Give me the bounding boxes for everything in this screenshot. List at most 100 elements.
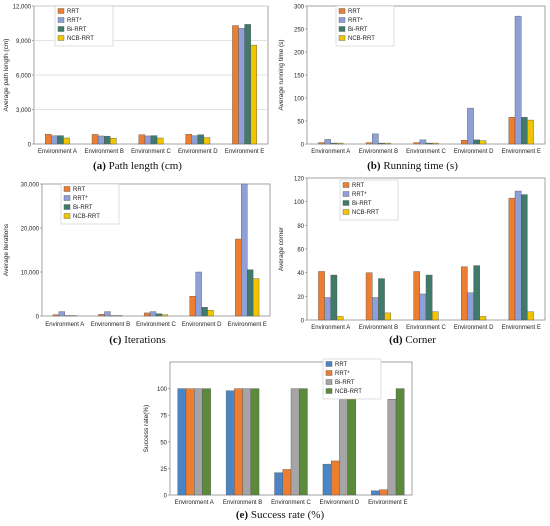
legend-label-ncb-rrt: NCB-RRT [67, 36, 94, 42]
bar-ncb-rrt [479, 316, 487, 321]
y-tick-label: 3,000 [16, 108, 32, 114]
chart-panel-success-rate: 0 25 50 75 100 Success rate(%) Environment A En… [140, 352, 420, 526]
y-tick-label: 0 [36, 315, 40, 321]
bar-rrt [189, 295, 196, 317]
y-axis-label: Average running time (s) [278, 39, 285, 110]
bar-ncb-rrt [203, 137, 211, 145]
legend-label-rrt-star: RRT* [348, 18, 363, 24]
bar-bi-rrt [242, 388, 252, 496]
y-axis-label: Success rate(%) [143, 405, 150, 453]
x-tick-label: Environment E [368, 500, 407, 506]
bar-rrt-star [234, 388, 243, 496]
bar-ncb-rrt [347, 388, 357, 496]
bar-rrt-star [144, 135, 152, 145]
y-tick-label: 9,000 [16, 39, 32, 45]
x-tick-label: Environment B [359, 325, 398, 331]
bar-ncb-rrt [527, 311, 534, 321]
bar-rrt-star [51, 135, 58, 145]
bar-bi-rrt [194, 388, 203, 496]
y-axis-label: Average iterations [3, 223, 10, 276]
bar-ncb-rrt [431, 311, 439, 321]
legend-swatch-bi-rrt [63, 204, 71, 210]
y-tick-label: 100 [157, 387, 168, 393]
chart-caption: (d) Corner [389, 334, 436, 346]
legend-swatch-bi-rrt [342, 200, 350, 206]
y-tick-label: 0 [301, 143, 305, 149]
x-tick-label: Environment B [85, 149, 124, 155]
legend-swatch-ncb-rrt [63, 213, 71, 219]
bar-ncb-rrt [299, 388, 308, 496]
legend-swatch-ncb-rrt [325, 388, 333, 394]
legend-swatch-rrt-star [338, 17, 346, 23]
bar-bi-rrt [290, 388, 300, 496]
legend-swatch-rrt [338, 8, 346, 14]
y-axis-label: Average corner [278, 226, 285, 271]
legend-swatch-ncb-rrt [57, 35, 65, 41]
x-tick-label: Environment C [271, 500, 311, 506]
bar-rrt [318, 271, 325, 321]
legend-swatch-rrt [63, 186, 71, 192]
success-rate-chart: 0 25 50 75 100 Success rate(%) Environment A En… [143, 358, 413, 506]
bar-rrt-star [419, 293, 427, 321]
y-tick-label: 6,000 [16, 74, 32, 80]
bar-rrt-star [324, 297, 331, 321]
y-tick-label: 150 [294, 74, 305, 80]
bar-ncb-rrt [431, 142, 439, 145]
y-tick-label: 12,000 [13, 5, 32, 11]
legend-swatch-ncb-rrt [338, 35, 346, 41]
bar-rrt-star [467, 107, 474, 145]
x-tick-label: Environment E [502, 325, 541, 331]
legend-label-ncb-rrt: NCB-RRT [73, 214, 100, 220]
bar-rrt [461, 140, 468, 145]
bar-rrt [365, 272, 373, 321]
x-tick-label: Environment D [178, 149, 218, 155]
bar-ncb-rrt [250, 388, 260, 496]
bar-rrt-star [238, 28, 245, 145]
legend-label-rrt: RRT [352, 183, 365, 189]
legend-label-rrt: RRT [67, 9, 80, 15]
legend: RRT RRT* Bi-RRT NCB-RRT [60, 183, 120, 225]
bar-rrt-star [97, 135, 105, 145]
x-tick-label: Environment D [454, 149, 494, 155]
legend-box [322, 358, 382, 400]
bar-rrt [138, 134, 146, 145]
bar-ncb-rrt [384, 142, 391, 145]
bar-bi-rrt [150, 135, 158, 145]
bar-bi-rrt [330, 274, 338, 321]
y-tick-label: 50 [297, 120, 304, 126]
bar-rrt [185, 134, 192, 145]
bar-ncb-rrt [250, 44, 257, 145]
bar-bi-rrt [197, 134, 205, 145]
legend-swatch-ncb-rrt [342, 209, 350, 215]
bar-bi-rrt [330, 142, 338, 145]
legend-label-rrt-star: RRT* [73, 196, 88, 202]
legend-label-bi-rrt: Bi-RRT [352, 201, 372, 207]
y-tick-label: 40 [297, 271, 304, 277]
bar-rrt-star [195, 271, 202, 317]
legend-box [339, 179, 399, 221]
x-tick-label: Environment C [131, 149, 171, 155]
bar-rrt [45, 134, 52, 145]
x-tick-label: Environment D [182, 322, 222, 328]
y-tick-label: 200 [294, 51, 305, 57]
legend-label-ncb-rrt: NCB-RRT [352, 210, 379, 216]
legend-label-ncb-rrt: NCB-RRT [335, 389, 362, 395]
bar-bi-rrt [246, 269, 254, 317]
bar-ncb-rrt [161, 314, 169, 317]
bar-rrt [365, 142, 373, 145]
bar-bi-rrt [473, 265, 480, 321]
y-tick-label: 120 [294, 177, 305, 183]
legend-label-bi-rrt: Bi-RRT [348, 27, 368, 33]
y-tick-label: 30,000 [21, 183, 40, 189]
bar-ncb-rrt [395, 388, 405, 496]
legend-label-bi-rrt: Bi-RRT [335, 380, 355, 386]
bar-rrt-star [104, 311, 111, 317]
x-tick-label: Environment A [38, 149, 77, 155]
path-length-chart: 0 3,000 6,000 9,000 12,000 Average path lengt… [3, 5, 269, 155]
bar-bi-rrt [201, 306, 208, 317]
chart-caption: (b) Running time (s) [367, 160, 458, 172]
bar-bi-rrt [155, 313, 163, 317]
x-tick-label: Environment A [45, 322, 84, 328]
bar-rrt-star [372, 133, 379, 145]
bar-rrt-star [514, 190, 522, 321]
